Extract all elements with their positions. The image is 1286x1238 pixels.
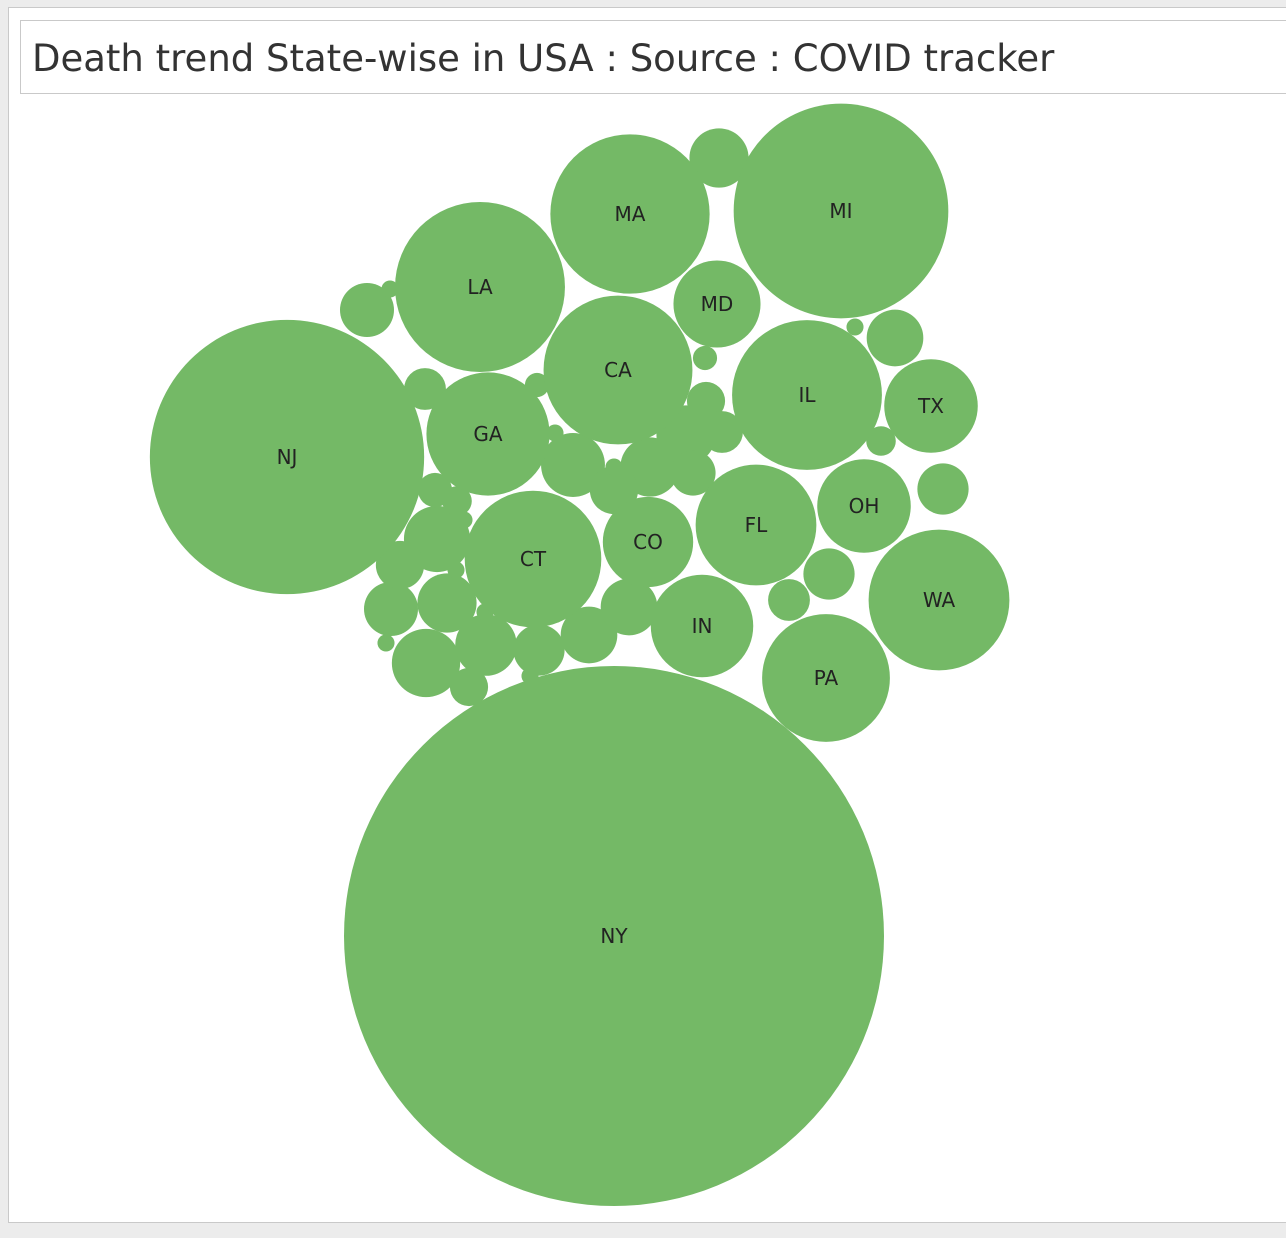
bubble-unlabeled[interactable] (455, 511, 473, 529)
bubble-label-tx: TX (917, 394, 944, 418)
bubble-label-ct: CT (520, 547, 547, 571)
bubble-il[interactable] (732, 320, 882, 470)
bubble-unlabeled[interactable] (917, 463, 969, 515)
bubble-tx[interactable] (884, 359, 978, 453)
bubble-unlabeled[interactable] (377, 634, 395, 652)
bubble-unlabeled[interactable] (600, 578, 658, 636)
bubble-label-la: LA (467, 275, 493, 299)
bubble-ca[interactable] (543, 295, 693, 445)
bubble-unlabeled[interactable] (449, 667, 489, 707)
bubble-unlabeled[interactable] (381, 280, 399, 298)
bubble-label-nj: NJ (277, 445, 298, 469)
bubble-label-md: MD (701, 292, 734, 316)
bubble-oh[interactable] (817, 459, 911, 553)
bubble-unlabeled[interactable] (686, 381, 726, 421)
bubble-label-ca: CA (604, 358, 632, 382)
bubble-label-wa: WA (923, 588, 956, 612)
bubble-unlabeled[interactable] (701, 411, 743, 453)
bubble-label-mi: MI (829, 199, 852, 223)
bubble-label-ma: MA (615, 202, 646, 226)
bubble-unlabeled[interactable] (768, 579, 810, 621)
bubble-unlabeled[interactable] (670, 450, 716, 496)
bubble-co[interactable] (602, 496, 694, 588)
bubble-unlabeled[interactable] (364, 582, 418, 636)
bubble-wa[interactable] (868, 529, 1010, 671)
bubble-pa[interactable] (762, 614, 890, 742)
bubble-unlabeled[interactable] (589, 465, 639, 515)
bubble-label-fl: FL (745, 513, 769, 537)
bubble-ct[interactable] (464, 490, 602, 628)
bubble-unlabeled[interactable] (455, 614, 517, 676)
bubble-label-in: IN (692, 614, 713, 638)
bubble-fl[interactable] (695, 464, 817, 586)
bubble-unlabeled[interactable] (866, 309, 924, 367)
bubble-unlabeled[interactable] (689, 128, 749, 188)
bubble-md[interactable] (673, 260, 761, 348)
bubble-label-pa: PA (814, 666, 839, 690)
bubble-mi[interactable] (733, 103, 949, 319)
bubble-nj[interactable] (149, 319, 425, 595)
bubble-la[interactable] (395, 202, 565, 372)
chart-title: Death trend State-wise in USA : Source :… (32, 37, 1055, 80)
bubble-ny[interactable] (344, 666, 884, 1206)
bubble-unlabeled[interactable] (866, 426, 896, 456)
bubble-label-oh: OH (849, 494, 880, 518)
bubble-label-il: IL (798, 383, 816, 407)
bubble-ma[interactable] (550, 134, 710, 294)
bubble-unlabeled[interactable] (375, 540, 425, 590)
bubble-unlabeled[interactable] (692, 345, 718, 371)
bubble-label-co: CO (633, 530, 663, 554)
bubble-unlabeled[interactable] (605, 458, 623, 476)
bubble-unlabeled[interactable] (417, 573, 477, 633)
bubble-unlabeled[interactable] (391, 628, 461, 698)
bubble-unlabeled[interactable] (447, 561, 465, 579)
bubble-ga[interactable] (426, 372, 550, 496)
bubble-in[interactable] (650, 574, 754, 678)
bubble-label-ga: GA (473, 422, 502, 446)
bubble-unlabeled[interactable] (541, 433, 605, 497)
bubble-unlabeled[interactable] (846, 318, 864, 336)
bubble-label-ny: NY (600, 924, 628, 948)
bubble-unlabeled[interactable] (546, 424, 564, 442)
bubble-unlabeled[interactable] (560, 606, 618, 664)
bubble-unlabeled[interactable] (442, 486, 472, 516)
bubble-unlabeled[interactable] (340, 283, 394, 337)
title-box: Death trend State-wise in USA : Source :… (20, 20, 1286, 94)
bubble-unlabeled[interactable] (513, 624, 565, 676)
bubble-unlabeled[interactable] (803, 548, 855, 600)
bubble-unlabeled[interactable] (404, 368, 446, 410)
